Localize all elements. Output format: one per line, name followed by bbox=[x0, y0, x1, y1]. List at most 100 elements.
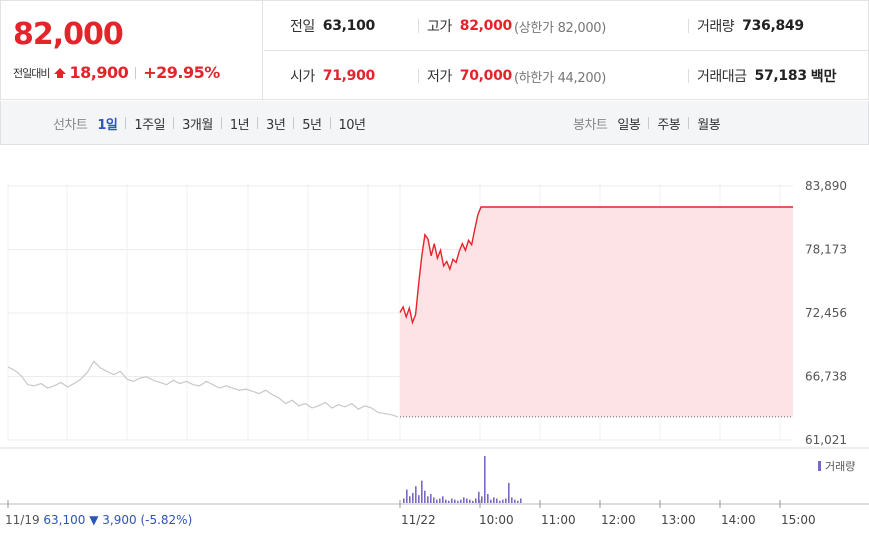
tab-candle-period-2[interactable]: 월봉 bbox=[697, 117, 721, 133]
tab-line-period-6[interactable]: 10년 bbox=[338, 117, 367, 133]
volume-bar bbox=[514, 499, 516, 503]
tab-divider bbox=[257, 117, 259, 129]
x-tick-label: 11/22 bbox=[401, 513, 436, 527]
stat-high: 고가 82,000 (상한가 82,000) bbox=[418, 1, 606, 51]
chart-tabs-bar: 선차트 1일 1주일 3개월 1년 3년 5년 10년 봉차트 일봉 주봉 월봉 bbox=[0, 101, 869, 145]
stats-row-2: 시가 71,900 저가 70,000 (하한가 44,200) 거래대금 57… bbox=[264, 51, 869, 101]
volume-bar bbox=[472, 500, 474, 503]
prev-day-info: 11/19 63,100 ▼ 3,900 (-5.82%) bbox=[5, 513, 192, 527]
volume-bar bbox=[463, 497, 465, 503]
tab-divider bbox=[329, 117, 331, 129]
volume-bar bbox=[427, 496, 429, 503]
divider bbox=[418, 69, 419, 83]
y-tick-label: 72,456 bbox=[805, 306, 847, 320]
volume-bar bbox=[466, 498, 468, 503]
price-chart[interactable]: 83,890 78,173 72,456 66,738 61,021 거래량 11/19 6… bbox=[0, 146, 869, 551]
tab-line-period-3[interactable]: 1년 bbox=[229, 117, 250, 133]
stat-value: 71,900 bbox=[322, 68, 376, 84]
tab-divider bbox=[173, 117, 175, 129]
tab-line-period-0[interactable]: 1일 bbox=[97, 117, 118, 133]
stat-low: 저가 70,000 (하한가 44,200) bbox=[418, 51, 606, 101]
volume-bar bbox=[475, 498, 477, 503]
volume-bar bbox=[505, 498, 507, 503]
volume-bar bbox=[421, 480, 423, 503]
prev-day-line bbox=[7, 360, 399, 418]
volume-bar bbox=[460, 499, 462, 503]
divider bbox=[688, 69, 689, 83]
stat-trade-amount: 거래대금 57,183 백만 bbox=[688, 51, 837, 101]
candle-chart-tabs: 봉차트 일봉 주봉 월봉 bbox=[573, 101, 721, 145]
stat-prev-close: 전일 63,100 bbox=[290, 1, 375, 51]
volume-bar bbox=[478, 491, 480, 503]
volume-bar bbox=[502, 499, 504, 503]
stat-sub: (상한가 82,000) bbox=[514, 20, 607, 36]
tab-divider bbox=[125, 117, 127, 129]
volume-bar bbox=[415, 486, 417, 503]
stat-value: 70,000 bbox=[459, 68, 513, 84]
y-tick-label: 78,173 bbox=[805, 243, 847, 257]
volume-bar bbox=[439, 498, 441, 503]
volume-bar bbox=[403, 498, 405, 503]
x-tick-label: 11:00 bbox=[541, 513, 576, 527]
today-area bbox=[400, 206, 793, 417]
prev-day-close: 63,100 bbox=[43, 513, 89, 527]
stat-label: 저가 bbox=[427, 69, 452, 85]
stat-label: 전일 bbox=[290, 19, 315, 35]
divider bbox=[135, 66, 137, 79]
tab-line-period-2[interactable]: 3개월 bbox=[182, 117, 213, 133]
y-tick-label: 61,021 bbox=[805, 433, 847, 447]
volume-legend-swatch bbox=[818, 461, 821, 471]
stats-row-1: 전일 63,100 고가 82,000 (상한가 82,000) 거래량 736… bbox=[264, 1, 869, 51]
volume-bar bbox=[448, 500, 450, 503]
volume-bar bbox=[493, 497, 495, 503]
change-row: 전일대비 18,900 +29.95% bbox=[13, 63, 220, 82]
stat-label: 고가 bbox=[427, 19, 452, 35]
volume-bar bbox=[457, 500, 459, 503]
tab-line-period-5[interactable]: 5년 bbox=[302, 117, 322, 133]
volume-bar bbox=[499, 500, 501, 503]
prev-day-change-pct: (-5.82%) bbox=[140, 513, 192, 527]
tab-line-period-1[interactable]: 1주일 bbox=[134, 117, 166, 133]
x-tick-label: 10:00 bbox=[479, 513, 514, 527]
up-triangle-icon bbox=[54, 67, 67, 78]
candle-chart-label: 봉차트 bbox=[573, 117, 608, 133]
tab-divider bbox=[293, 117, 295, 129]
tab-divider bbox=[648, 117, 650, 129]
volume-bar bbox=[487, 494, 489, 503]
today-line bbox=[399, 206, 793, 325]
line-chart-label: 선차트 bbox=[53, 117, 88, 133]
stat-value: 82,000 bbox=[459, 18, 513, 34]
tab-candle-period-0[interactable]: 일봉 bbox=[617, 117, 641, 133]
volume-bar bbox=[484, 456, 486, 503]
tab-divider bbox=[220, 117, 222, 129]
y-tick-label: 66,738 bbox=[805, 370, 847, 384]
tab-candle-period-1[interactable]: 주봉 bbox=[657, 117, 681, 133]
volume-bar bbox=[496, 498, 498, 503]
x-tick-label: 15:00 bbox=[781, 513, 816, 527]
line-chart-tabs: 선차트 1일 1주일 3개월 1년 3년 5년 10년 bbox=[53, 101, 366, 145]
volume-bar bbox=[520, 498, 522, 503]
divider bbox=[418, 19, 419, 33]
volume-bar bbox=[517, 500, 519, 503]
change-label: 전일대비 bbox=[13, 66, 50, 80]
volume-bar bbox=[490, 499, 492, 503]
tab-line-period-4[interactable]: 3년 bbox=[266, 117, 286, 133]
stat-label: 거래량 bbox=[697, 19, 735, 35]
volume-bar bbox=[433, 497, 435, 503]
x-tick-label: 12:00 bbox=[601, 513, 636, 527]
prev-day-change: ▼ 3,900 bbox=[89, 513, 140, 527]
volume-bar bbox=[436, 499, 438, 503]
x-tick-label: 13:00 bbox=[661, 513, 696, 527]
volume-bar bbox=[409, 496, 411, 503]
volume-bar bbox=[481, 496, 483, 503]
volume-bar bbox=[508, 482, 510, 503]
stat-volume: 거래량 736,849 bbox=[688, 1, 804, 51]
volume-bar bbox=[418, 495, 420, 503]
quote-panel: 82,000 전일대비 18,900 +29.95% 전일 63,100 고가 … bbox=[0, 0, 869, 101]
volume-bar bbox=[424, 490, 426, 503]
stat-unit: 백만 bbox=[810, 69, 837, 85]
change-percent: +29.95% bbox=[143, 63, 220, 82]
prev-day-date: 11/19 bbox=[5, 513, 43, 527]
stat-label: 시가 bbox=[290, 69, 315, 85]
volume-legend-label: 거래량 bbox=[825, 460, 855, 473]
